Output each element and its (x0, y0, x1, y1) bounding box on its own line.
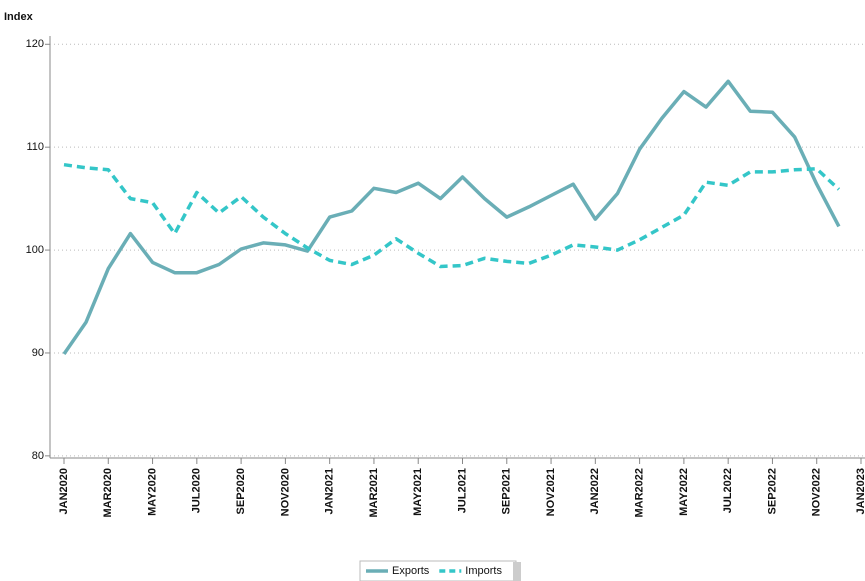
y-axis-title: Index (4, 11, 34, 23)
x-tick-label: SEP2021 (501, 468, 513, 514)
legend-label: Exports (392, 565, 430, 577)
legend-label: Imports (465, 565, 502, 577)
x-tick-label: MAY2022 (678, 468, 690, 516)
y-tick-label: 110 (26, 141, 44, 153)
x-tick-label: NOV2022 (811, 468, 823, 516)
x-tick-label: MAR2021 (368, 468, 380, 518)
x-tick-label: MAR2020 (102, 468, 114, 518)
x-tick-label: MAR2022 (634, 468, 646, 518)
series-line (62, 79, 841, 355)
x-tick-label: JAN2020 (58, 468, 70, 514)
x-tick-label: JAN2023 (855, 468, 865, 514)
x-tick-label: NOV2021 (545, 468, 557, 516)
x-tick-label: NOV2020 (279, 468, 291, 516)
x-tick-label: MAY2020 (146, 468, 158, 516)
x-tick-label: JUL2021 (456, 468, 468, 513)
x-tick-label: JUL2022 (722, 468, 734, 513)
x-tick-label: JAN2021 (324, 468, 336, 514)
legend-scroll (513, 562, 521, 581)
y-tick-label: 80 (32, 450, 44, 462)
x-tick-label: SEP2022 (766, 468, 778, 514)
x-tick-label: MAY2021 (412, 468, 424, 516)
x-tick-label: SEP2020 (235, 468, 247, 514)
y-tick-label: 90 (32, 347, 44, 359)
x-tick-label: JAN2022 (589, 468, 601, 514)
y-tick-label: 120 (26, 38, 44, 50)
series-line (63, 162, 841, 269)
x-tick-label: JUL2020 (191, 468, 203, 513)
y-tick-label: 100 (26, 244, 44, 256)
